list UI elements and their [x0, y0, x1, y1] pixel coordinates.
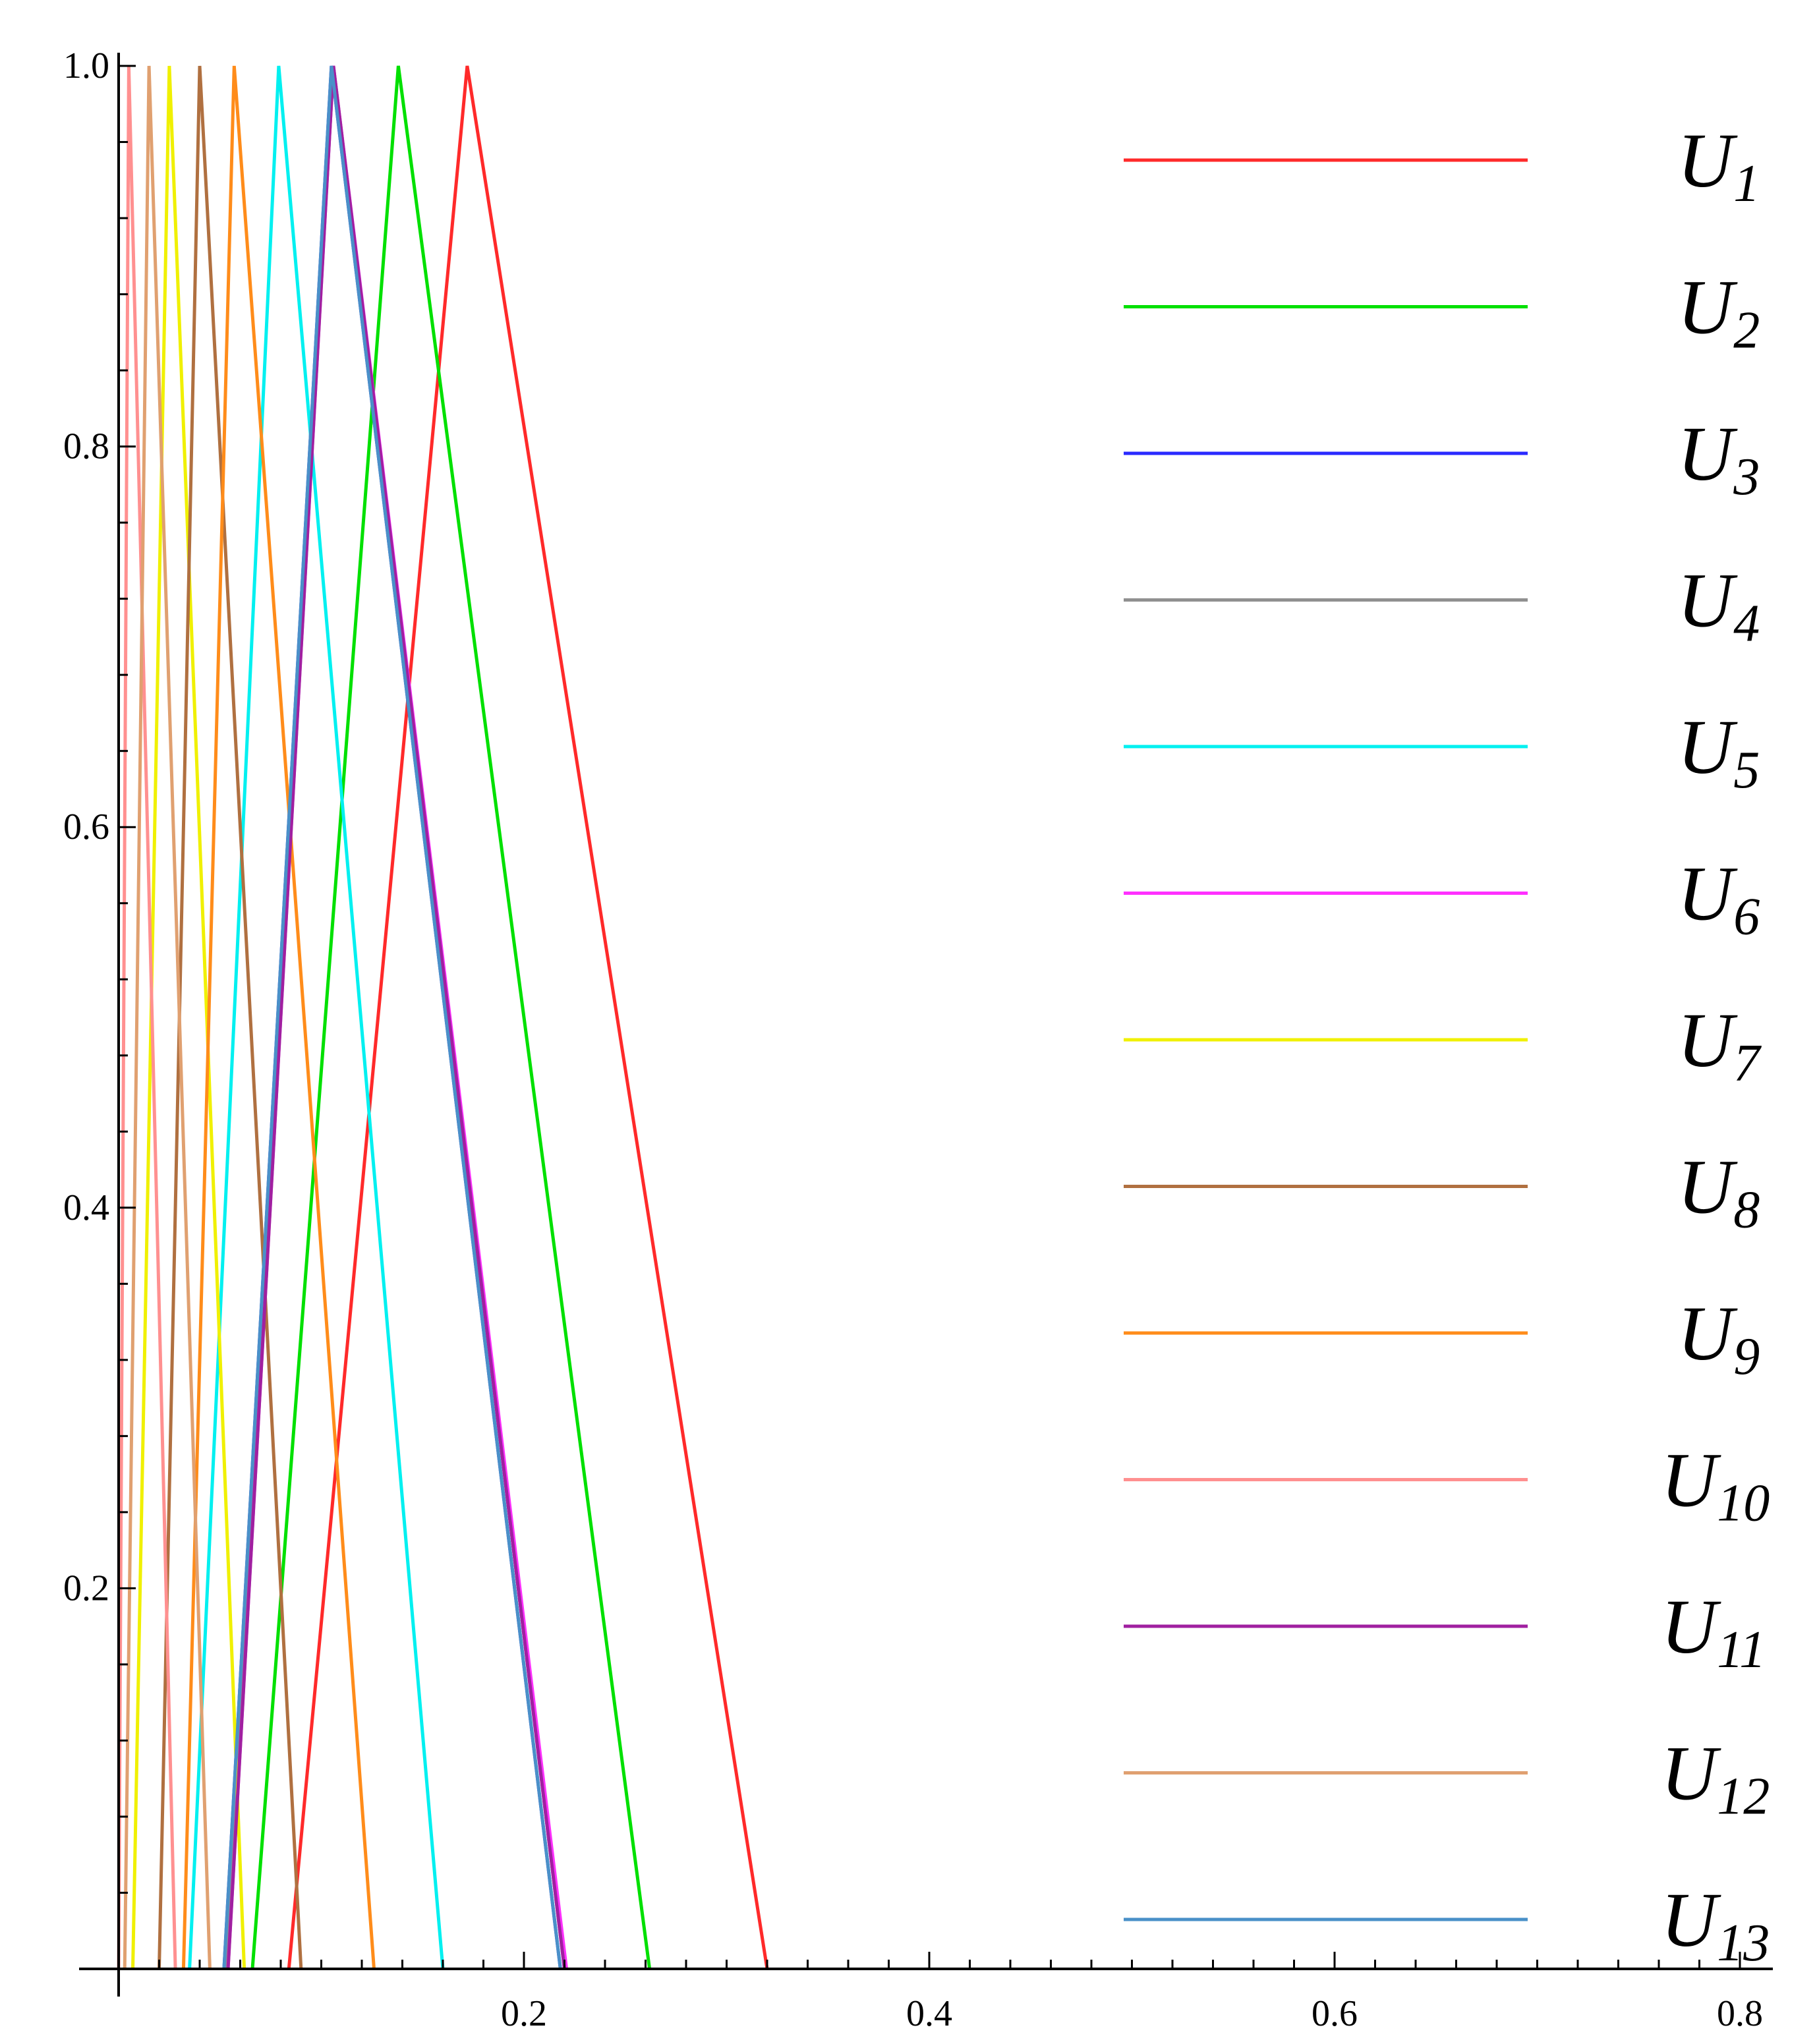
series-line-u1 [287, 65, 769, 1970]
x-tick-label: 0.8 [1717, 1993, 1763, 2034]
y-tick-label: 0.4 [63, 1187, 109, 1228]
legend-label-u13: U13 [1661, 1877, 1770, 1972]
series-line-u11 [226, 65, 566, 1970]
legend-label-u10: U10 [1661, 1437, 1770, 1533]
series-line-u8 [158, 65, 303, 1970]
legend-label-u8: U8 [1677, 1144, 1760, 1239]
legend: U1 U2 U3 U4 U5 U6 U7 U8 U9 U10 U11 U12 U13 [1124, 117, 1770, 1972]
series-line-u2 [250, 65, 652, 1970]
legend-label-u1: U1 [1677, 117, 1760, 213]
x-tick-label: 0.2 [501, 1993, 547, 2034]
series-line-u9 [181, 65, 376, 1970]
x-tick-label: 0.6 [1312, 1993, 1358, 2034]
legend-label-u11: U11 [1661, 1583, 1766, 1679]
y-tick-label: 1.0 [63, 45, 109, 86]
y-tick-label: 0.2 [63, 1568, 109, 1608]
legend-label-u9: U9 [1677, 1290, 1760, 1386]
legend-label-u12: U12 [1661, 1730, 1770, 1826]
legend-label-u7: U7 [1677, 997, 1762, 1093]
ticks-layer: 0.2 0.4 0.6 0.8 0.2 0.4 0.6 0.8 1.0 [63, 45, 1763, 2034]
legend-label-u4: U4 [1677, 557, 1760, 653]
legend-label-u5: U5 [1677, 704, 1760, 799]
legend-label-u3: U3 [1677, 411, 1760, 506]
legend-label-u6: U6 [1677, 851, 1760, 946]
legend-label-u2: U2 [1677, 264, 1760, 360]
series-layer [117, 65, 769, 1970]
series-line-u7 [131, 65, 246, 1970]
series-line-u13 [222, 65, 562, 1970]
series-line-u12 [123, 65, 212, 1970]
axes-layer [79, 53, 1773, 1997]
y-tick-label: 0.6 [63, 807, 109, 847]
x-tick-label: 0.4 [906, 1993, 952, 2034]
y-tick-label: 0.8 [63, 426, 109, 467]
